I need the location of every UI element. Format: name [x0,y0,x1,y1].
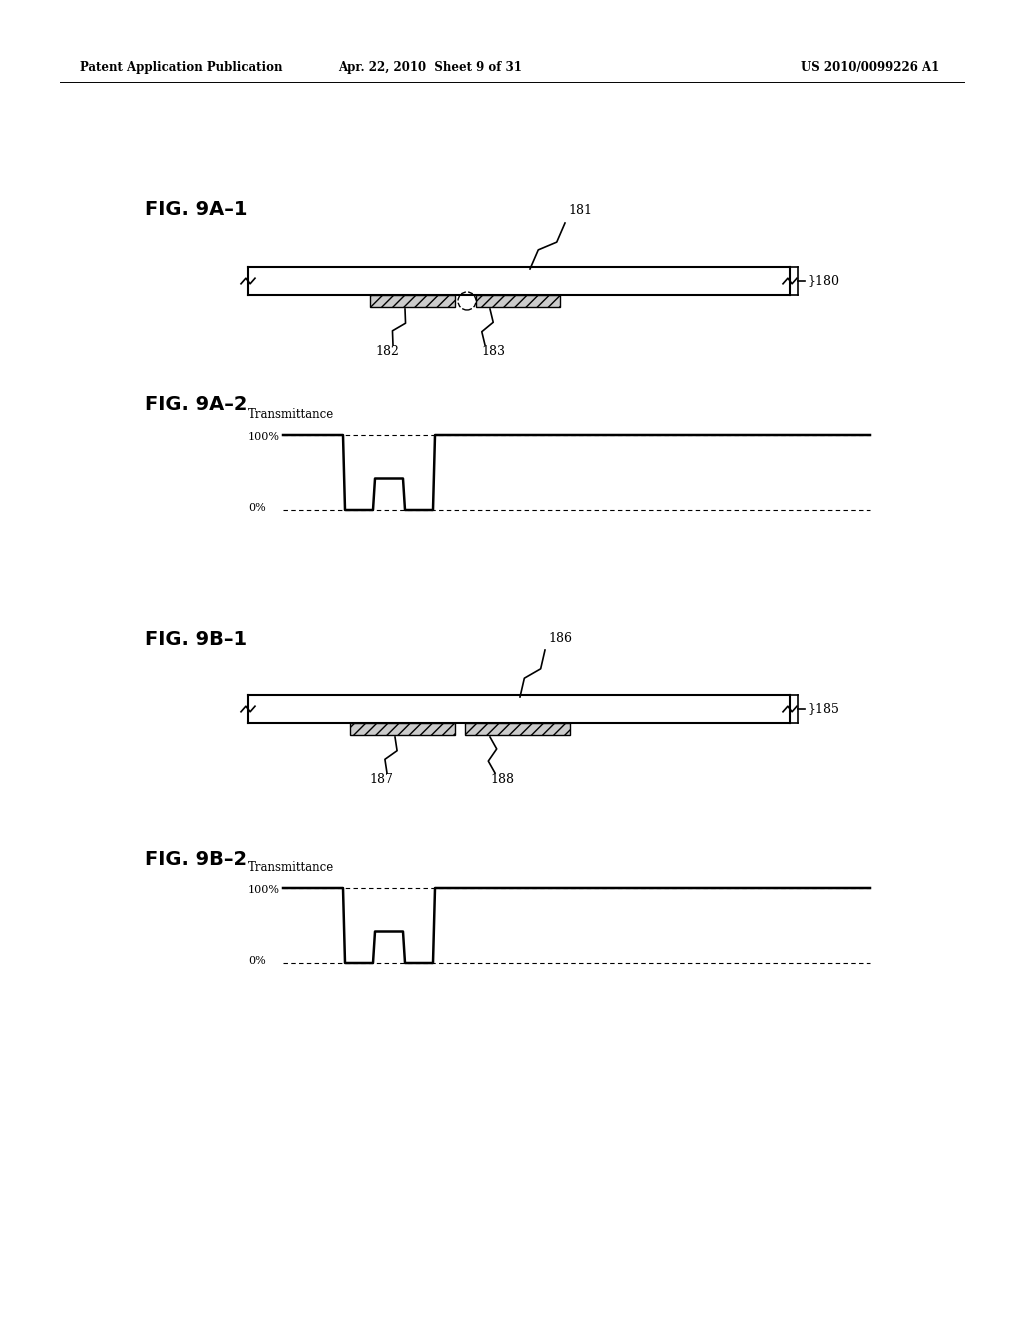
Text: 0%: 0% [248,503,266,513]
Bar [370,294,455,308]
Circle shape [458,292,476,310]
Text: US 2010/0099226 A1: US 2010/0099226 A1 [801,62,939,74]
Text: }185: }185 [807,702,839,715]
Text: }180: }180 [807,275,839,288]
Text: 187: 187 [369,774,393,785]
Bar [465,723,570,735]
Text: FIG. 9B–2: FIG. 9B–2 [145,850,247,869]
Text: Patent Application Publication: Patent Application Publication [80,62,283,74]
Text: 183: 183 [481,345,505,358]
Text: 0%: 0% [248,956,266,966]
Text: 186: 186 [548,631,572,644]
Text: Transmittance: Transmittance [248,408,334,421]
Text: FIG. 9A–1: FIG. 9A–1 [145,201,248,219]
Text: FIG. 9A–2: FIG. 9A–2 [145,395,248,414]
Bar [350,723,455,735]
Text: 182: 182 [375,345,399,358]
Text: Transmittance: Transmittance [248,861,334,874]
Text: Apr. 22, 2010  Sheet 9 of 31: Apr. 22, 2010 Sheet 9 of 31 [338,62,522,74]
Text: 188: 188 [490,774,514,785]
Text: 181: 181 [568,205,592,218]
Bar [476,294,560,308]
Text: FIG. 9B–1: FIG. 9B–1 [145,630,247,649]
Text: 100%: 100% [248,884,280,895]
Text: 100%: 100% [248,432,280,442]
